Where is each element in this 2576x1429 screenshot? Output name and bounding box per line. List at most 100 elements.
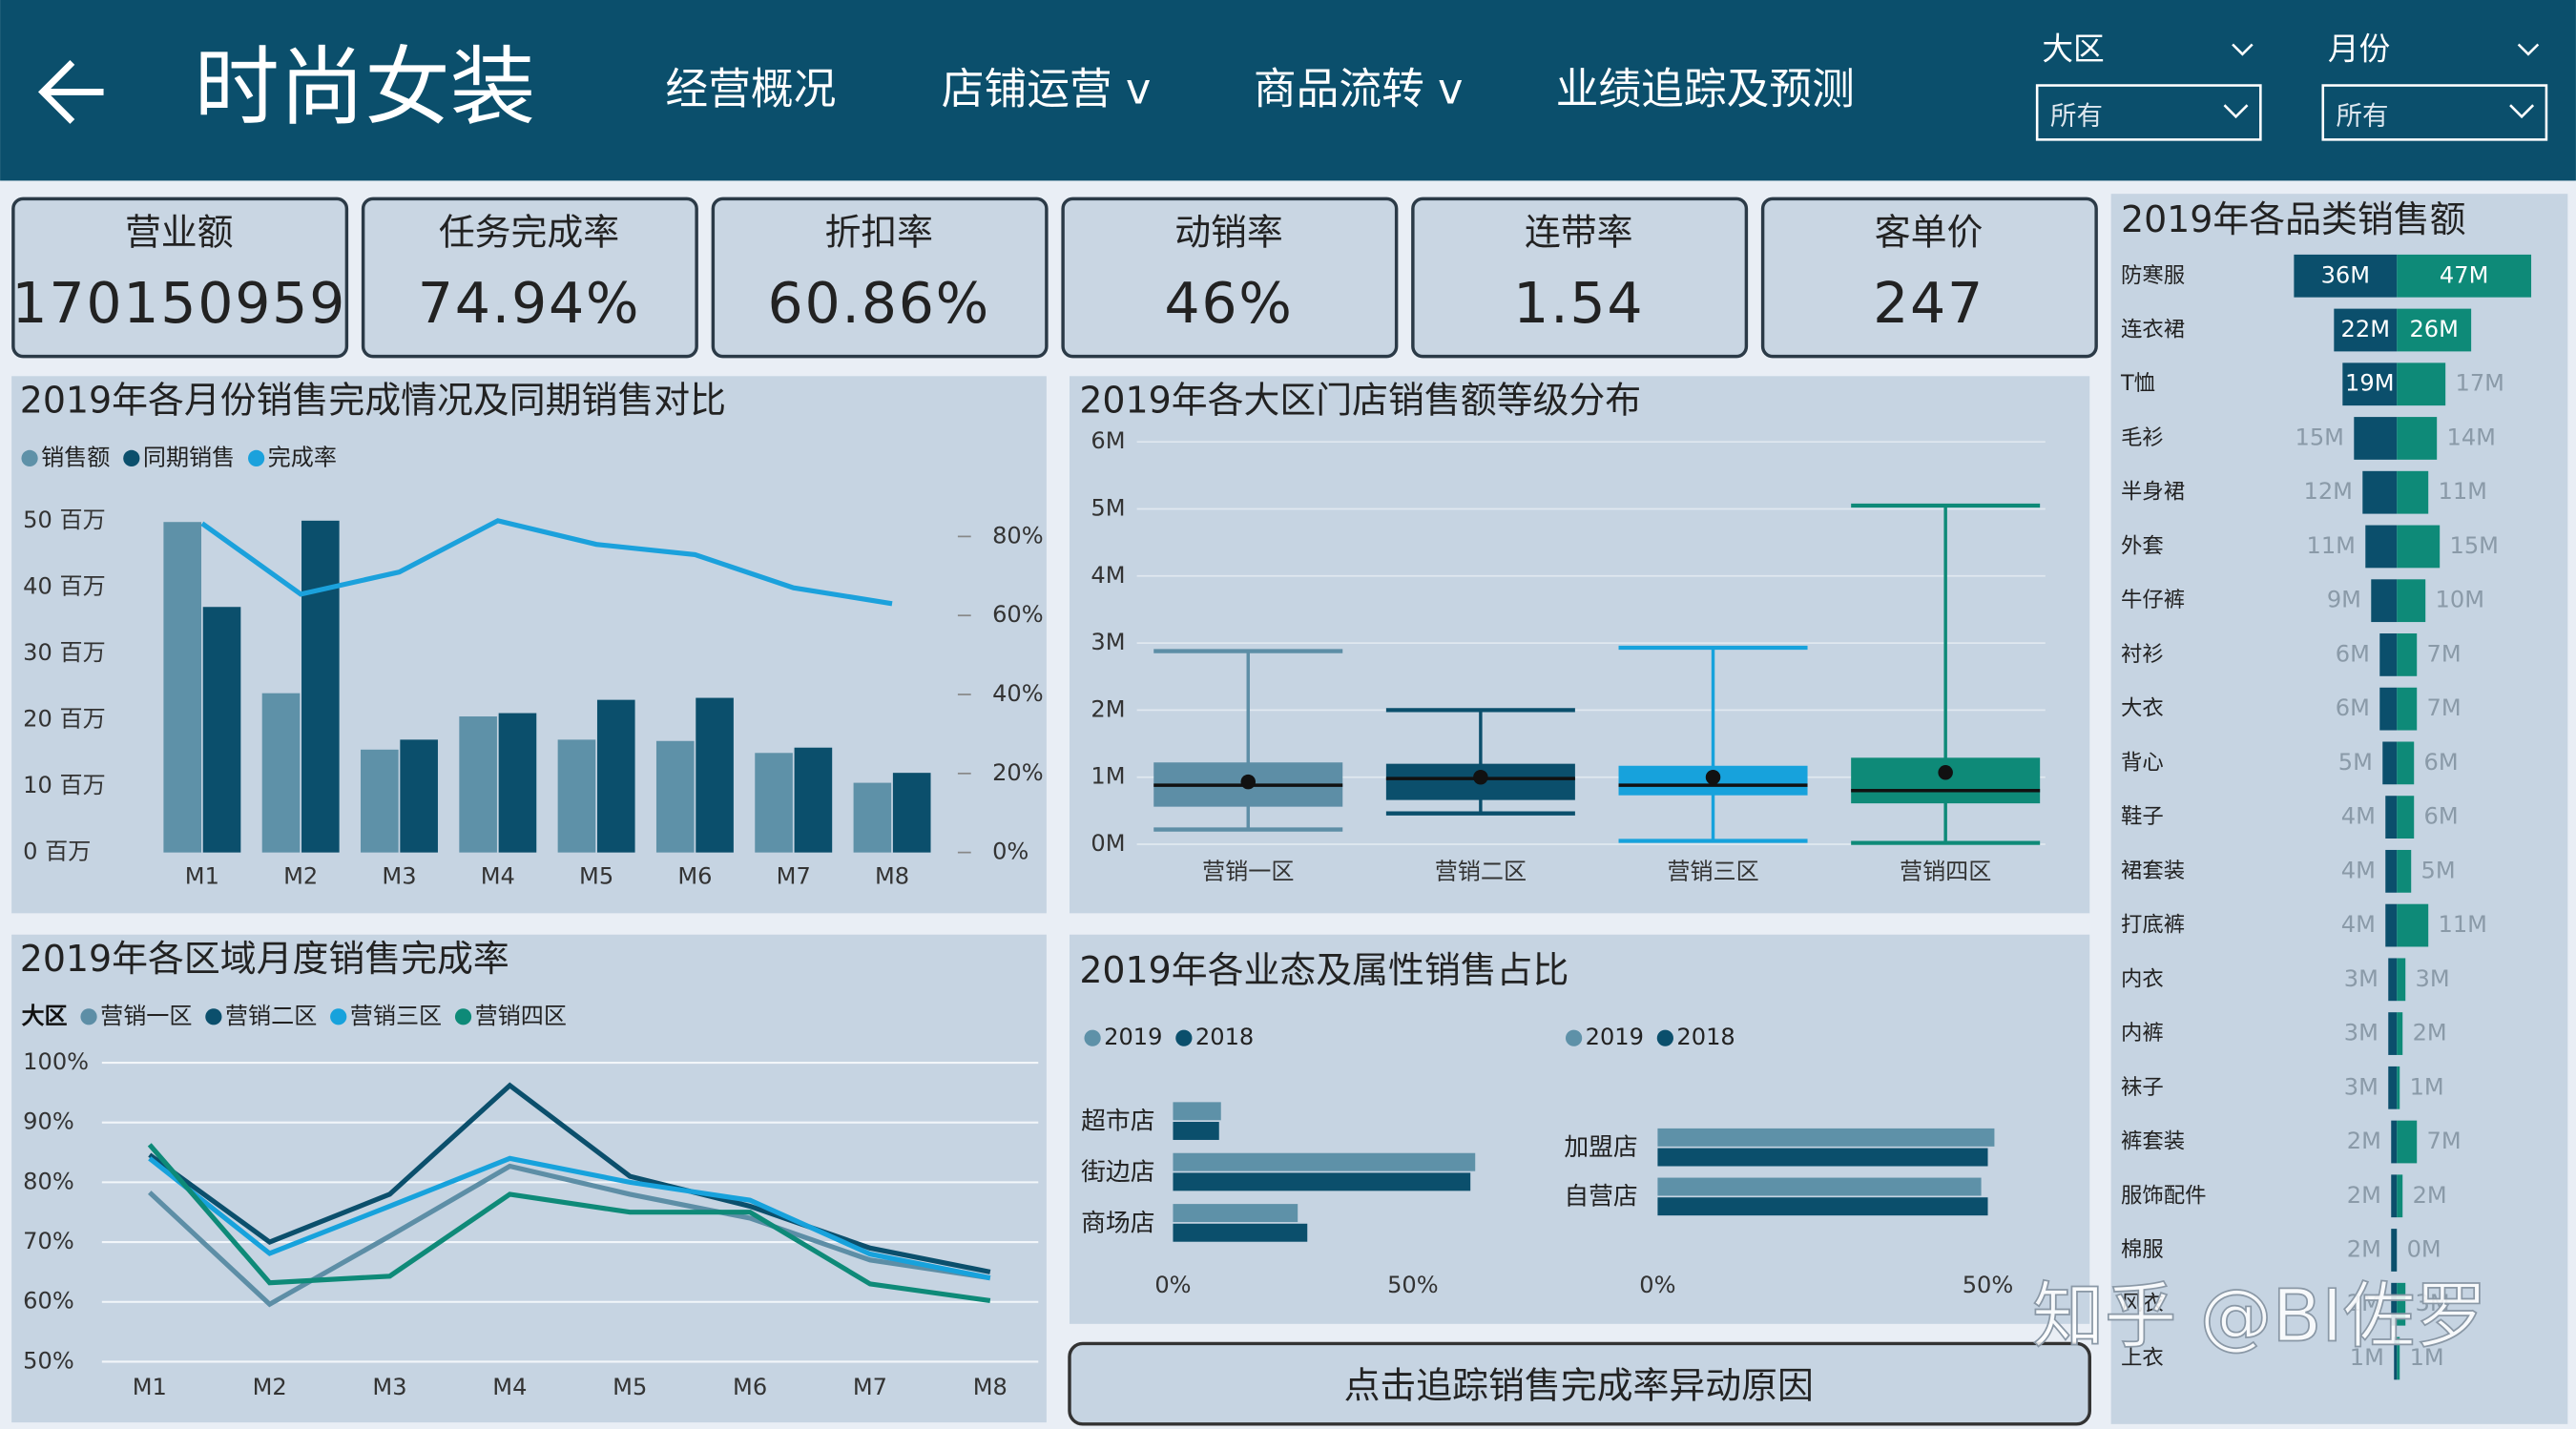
value-label: 4M bbox=[2341, 911, 2376, 938]
value-label: 17M bbox=[2456, 370, 2504, 397]
bar bbox=[2397, 1174, 2403, 1218]
chart-title: 2019年各月份销售完成情况及同期销售对比 bbox=[20, 379, 726, 421]
filter-label: 月份 bbox=[2328, 31, 2390, 67]
x-tick-label: M7 bbox=[853, 1374, 887, 1400]
y-tick-label: 90% bbox=[23, 1108, 74, 1135]
bar bbox=[2385, 903, 2398, 947]
bar bbox=[794, 747, 833, 853]
bar bbox=[2388, 1012, 2398, 1055]
action-button[interactable] bbox=[1068, 1341, 2091, 1426]
value-label: 11M bbox=[2307, 532, 2356, 559]
legend-dot bbox=[1656, 1029, 1673, 1046]
x-tick-label: 0% bbox=[1154, 1272, 1191, 1298]
category-label: 外套 bbox=[2121, 533, 2164, 558]
bar bbox=[2342, 362, 2398, 406]
value-label: 2M bbox=[2347, 1128, 2381, 1154]
value-label: 6M bbox=[2336, 640, 2370, 667]
value-label: 3M bbox=[2344, 1073, 2379, 1100]
bar bbox=[2394, 1336, 2398, 1380]
bar bbox=[2397, 849, 2412, 893]
bar bbox=[2391, 1120, 2398, 1164]
value-label: 7M bbox=[2427, 640, 2462, 667]
x-tick-label: 0% bbox=[1639, 1272, 1675, 1298]
x-tick-label: M3 bbox=[372, 1374, 406, 1400]
bar bbox=[2362, 470, 2398, 514]
y-tick-label: 商场店 bbox=[1081, 1209, 1154, 1237]
legend-dot bbox=[1565, 1029, 1583, 1046]
back-arrow[interactable] bbox=[37, 59, 104, 124]
nav-item[interactable]: 店铺运营 v bbox=[942, 63, 1152, 114]
category-label: T恤 bbox=[2120, 371, 2155, 396]
bar bbox=[2397, 579, 2426, 623]
bar bbox=[2397, 308, 2472, 352]
value-label: 0M bbox=[2407, 1235, 2441, 1262]
y-tick-label: 50% bbox=[23, 1347, 74, 1374]
mean-dot bbox=[1473, 769, 1488, 785]
filter-box[interactable] bbox=[2321, 84, 2548, 141]
value-label: 2M bbox=[2413, 1182, 2447, 1209]
value-label: 6M bbox=[2336, 694, 2370, 721]
value-label: 1M bbox=[2410, 1344, 2444, 1371]
legend-label: 营销四区 bbox=[475, 1003, 567, 1029]
y-tick-label: 30 百万 bbox=[23, 639, 106, 666]
bar bbox=[2334, 308, 2398, 352]
category-label: 大衣 bbox=[2121, 696, 2164, 721]
bar bbox=[1657, 1148, 1988, 1167]
bar bbox=[2382, 741, 2398, 785]
category-label: 上衣 bbox=[2121, 1345, 2164, 1370]
kpi-card bbox=[711, 197, 1049, 359]
legend-label: 销售额 bbox=[41, 444, 110, 470]
value-label: 7M bbox=[2427, 694, 2462, 721]
value-label: 9M bbox=[2327, 587, 2361, 613]
category-label: 棉服 bbox=[2121, 1237, 2164, 1262]
bar bbox=[2397, 470, 2429, 514]
category-label: 牛仔裤 bbox=[2121, 588, 2185, 612]
category-label: 袜子 bbox=[2121, 1075, 2164, 1100]
y-tick-label: 0 百万 bbox=[23, 839, 91, 865]
bar bbox=[2397, 254, 2532, 298]
kpi-value: 46% bbox=[1164, 271, 1293, 336]
value-label: 3M bbox=[2416, 965, 2450, 992]
bar bbox=[2294, 254, 2398, 298]
value-label: 6M bbox=[2424, 749, 2459, 776]
y-tick-label: 超市店 bbox=[1081, 1108, 1154, 1136]
bar bbox=[1173, 1152, 1476, 1171]
bar bbox=[2397, 903, 2429, 947]
box bbox=[1851, 757, 2041, 804]
chart-title: 2019年各品类销售额 bbox=[2121, 198, 2466, 240]
legend-label: 2018 bbox=[1676, 1024, 1735, 1050]
bar bbox=[655, 740, 695, 853]
category-label: 连衣裙 bbox=[2121, 318, 2185, 342]
x-tick-label: M8 bbox=[973, 1374, 1008, 1400]
legend-dot bbox=[454, 1008, 472, 1025]
legend-label: 营销二区 bbox=[225, 1003, 317, 1029]
value-label: 12M bbox=[2304, 478, 2353, 505]
x-tick-label: M5 bbox=[613, 1374, 647, 1400]
chevron bbox=[2223, 104, 2249, 119]
kpi-label: 连带率 bbox=[1525, 212, 1633, 254]
nav-item[interactable]: 业绩追踪及预测 bbox=[1556, 63, 1855, 114]
kpi-card bbox=[1061, 197, 1399, 359]
category-label: 内衣 bbox=[2121, 966, 2164, 991]
bar bbox=[1173, 1223, 1308, 1242]
kpi-value: 60.86% bbox=[768, 271, 991, 336]
x-tick-label: M5 bbox=[579, 862, 613, 889]
y-tick-label: 4M bbox=[1091, 562, 1125, 589]
x-tick-label: M4 bbox=[492, 1374, 527, 1400]
value-label: 15M bbox=[2296, 424, 2344, 450]
y-tick-label: 5M bbox=[1091, 494, 1125, 521]
kpi-value: 247 bbox=[1873, 271, 1984, 336]
bar bbox=[2397, 362, 2446, 406]
value-label: 4M bbox=[2341, 803, 2376, 830]
category-label: 风衣 bbox=[2121, 1292, 2164, 1316]
category-label: 裤套装 bbox=[2121, 1129, 2185, 1154]
nav-item[interactable]: 商品流转 v bbox=[1254, 63, 1464, 114]
filter-box[interactable] bbox=[2035, 84, 2262, 141]
button-label[interactable]: 点击追踪销售完成率异动原因 bbox=[1344, 1364, 1814, 1406]
nav-item[interactable]: 经营概况 bbox=[665, 63, 836, 114]
bar bbox=[2397, 741, 2415, 785]
legend-label: 2018 bbox=[1195, 1024, 1254, 1050]
chart-title: 2019年各业态及属性销售占比 bbox=[1079, 949, 1568, 991]
legend-dot bbox=[248, 449, 265, 467]
